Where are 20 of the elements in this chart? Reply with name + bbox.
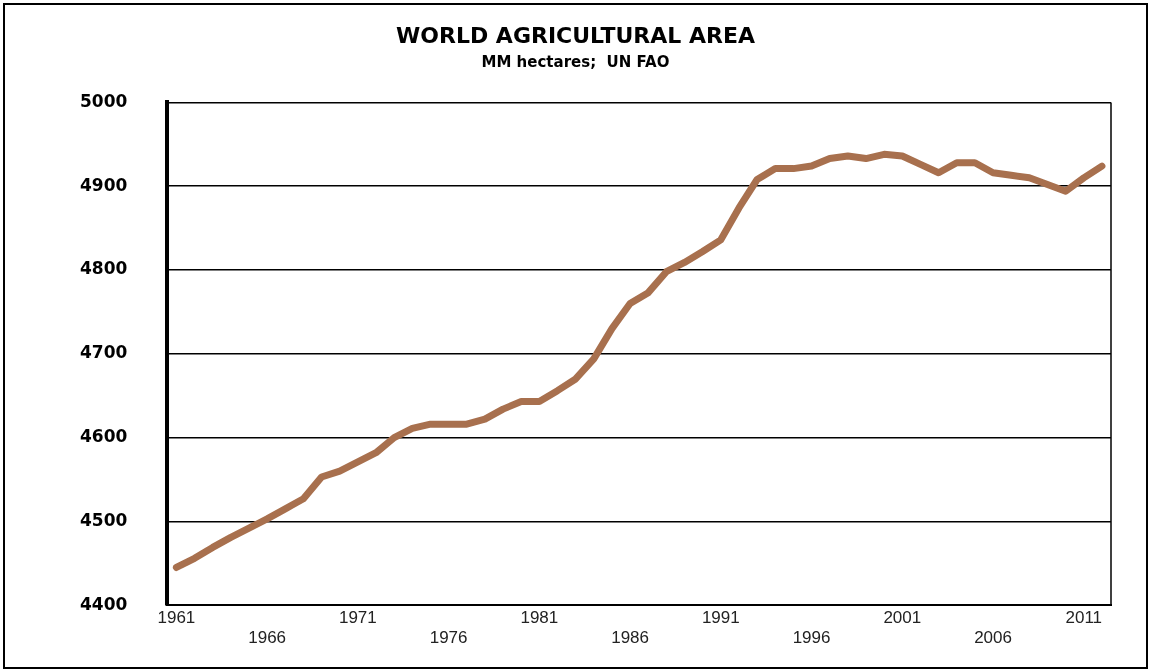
x-tick-label: 1986 bbox=[611, 628, 649, 648]
chart-title: WORLD AGRICULTURAL AREA bbox=[396, 22, 755, 48]
x-tick-label: 1966 bbox=[248, 628, 287, 648]
x-tick-label: 1971 bbox=[338, 608, 377, 628]
x-tick-label: 1961 bbox=[157, 608, 196, 628]
x-tick-label: 1976 bbox=[429, 628, 468, 648]
y-tick-label: 4800 bbox=[79, 258, 128, 279]
x-tick-label: 1981 bbox=[520, 608, 559, 628]
y-tick-label: 4600 bbox=[79, 426, 128, 447]
x-tick-label: 2001 bbox=[883, 608, 922, 628]
x-tick-label: 1991 bbox=[701, 608, 740, 628]
x-tick-label: 1996 bbox=[792, 628, 831, 648]
y-tick-label: 4900 bbox=[79, 174, 128, 195]
chart-subtitle: MM hectares; UN FAO bbox=[481, 53, 670, 72]
y-tick-label: 5000 bbox=[79, 90, 128, 111]
y-tick-label: 4700 bbox=[79, 342, 128, 363]
y-tick-label: 4400 bbox=[79, 593, 128, 614]
y-tick-label: 4500 bbox=[79, 509, 128, 530]
x-tick-label: 2011 bbox=[1065, 608, 1103, 628]
x-tick-label: 2006 bbox=[974, 628, 1012, 648]
